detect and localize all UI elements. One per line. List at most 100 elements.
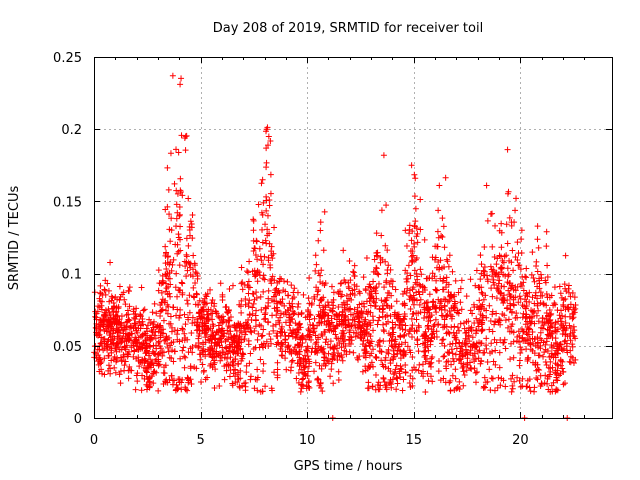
data-point (464, 355, 471, 362)
data-point (254, 256, 261, 263)
data-point (478, 305, 485, 312)
data-point (238, 297, 245, 304)
data-point (108, 357, 115, 364)
data-point (516, 262, 523, 269)
data-point (412, 175, 419, 182)
data-point (338, 344, 345, 351)
data-point (301, 370, 308, 377)
data-point (427, 363, 434, 370)
data-point (478, 357, 485, 364)
data-point (252, 317, 259, 324)
data-point (167, 238, 174, 245)
data-point (153, 345, 160, 352)
data-point (179, 192, 186, 199)
data-point (187, 363, 194, 370)
data-point (373, 354, 380, 361)
data-point (483, 307, 490, 314)
data-point (151, 300, 158, 307)
data-point (451, 323, 458, 330)
data-point (368, 359, 375, 366)
data-point (210, 348, 217, 355)
data-point (118, 357, 125, 364)
data-point (401, 333, 408, 340)
data-point (199, 339, 206, 346)
data-point (570, 360, 577, 367)
chart-title: Day 208 of 2019, SRMTID for receiver toi… (213, 21, 483, 36)
data-point (523, 290, 530, 297)
data-point (316, 302, 323, 309)
data-point (291, 285, 298, 292)
data-point (411, 223, 418, 230)
data-point (306, 316, 313, 323)
data-point (477, 360, 484, 367)
data-point (378, 232, 385, 239)
data-point (230, 337, 237, 344)
data-point (239, 286, 246, 293)
data-point (181, 337, 188, 344)
data-point (288, 364, 295, 371)
data-point (174, 250, 181, 257)
data-point (235, 375, 242, 382)
data-point (529, 308, 536, 315)
data-point (349, 317, 356, 324)
data-point (424, 322, 431, 329)
data-point (391, 338, 398, 345)
data-point (189, 349, 196, 356)
data-point (547, 365, 554, 372)
data-point (368, 293, 375, 300)
data-point (188, 381, 195, 388)
data-point (359, 341, 366, 348)
data-point (372, 372, 379, 379)
data-point (342, 312, 349, 319)
data-point (178, 379, 185, 386)
data-point (523, 336, 530, 343)
data-point (484, 359, 491, 366)
data-point (162, 379, 169, 386)
data-point (519, 375, 526, 382)
data-point (476, 297, 483, 304)
data-point (402, 339, 409, 346)
data-point (110, 303, 117, 310)
data-point (95, 352, 102, 359)
data-point (512, 315, 519, 322)
data-point (113, 348, 120, 355)
data-point (499, 257, 506, 264)
data-point (139, 344, 146, 351)
data-point (478, 289, 485, 296)
data-point (213, 340, 220, 347)
data-point (327, 323, 334, 330)
data-point (262, 315, 269, 322)
data-point (328, 283, 335, 290)
data-point (288, 282, 295, 289)
data-point (333, 335, 340, 342)
data-point (102, 312, 109, 319)
data-point (537, 329, 544, 336)
data-point (304, 353, 311, 360)
data-point (439, 215, 446, 222)
data-point (496, 227, 503, 234)
data-point (312, 359, 319, 366)
data-point (292, 334, 299, 341)
data-point (390, 356, 397, 363)
data-point (402, 322, 409, 329)
data-point (447, 292, 454, 299)
data-point (384, 267, 391, 274)
data-point (362, 350, 369, 357)
data-point (546, 327, 553, 334)
data-point (552, 351, 559, 358)
data-point (513, 310, 520, 317)
data-point (452, 340, 459, 347)
data-point (393, 298, 400, 305)
data-point (508, 308, 515, 315)
data-point (399, 387, 406, 394)
data-point (157, 302, 164, 309)
data-point (230, 348, 237, 355)
data-point (125, 335, 132, 342)
data-point (370, 278, 377, 285)
axis-ticks (94, 57, 612, 419)
data-point (199, 361, 206, 368)
data-point (512, 294, 519, 301)
data-point (161, 364, 168, 371)
data-point (542, 346, 549, 353)
